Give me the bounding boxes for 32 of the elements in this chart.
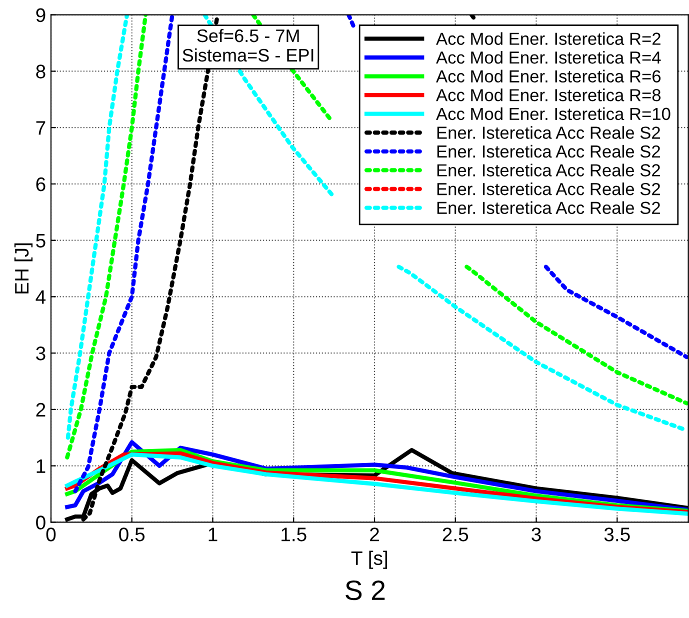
legend-label: Ener. Isteretica Acc Reale S2: [437, 182, 660, 196]
y-tick-label: 7: [36, 121, 46, 135]
y-tick-label: 5: [36, 234, 46, 248]
legend-label: Ener. Isteretica Acc Reale S2: [437, 164, 660, 176]
x-tick-label: 2.5: [442, 528, 468, 542]
legend-label: Acc Mod Ener. Isteretica R=10: [436, 107, 670, 120]
y-tick-label: 9: [36, 8, 46, 22]
y-tick-label: 0: [36, 516, 46, 530]
x-tick-label: 2: [370, 528, 379, 542]
y-tick-label: 2: [36, 402, 46, 417]
x-tick-label: 1: [208, 528, 218, 542]
x-tick-label: 3: [532, 528, 541, 542]
x-axis-title: T [s]: [351, 550, 387, 569]
x-tick-label: 0: [46, 528, 56, 542]
legend-label: Ener. Isteretica Acc Reale S2: [437, 126, 660, 139]
legend-label: Acc Mod Ener. Isteretica R=2: [436, 32, 660, 45]
legend-label: Acc Mod Ener. Isteretica R=6: [436, 70, 661, 83]
annotation: Sef=6.5 - 7M Sistema=S - EPI: [182, 28, 314, 62]
legend-label: Acc Mod Ener. Isteretica R=4: [436, 50, 661, 64]
y-tick-label: 4: [36, 290, 46, 304]
y-tick-label: 8: [36, 64, 46, 78]
legend-label: Ener. Isteretica Acc Reale S2: [437, 144, 660, 158]
y-axis-title: EH [J]: [14, 243, 33, 294]
x-tick-label: 1.5: [282, 528, 306, 542]
y-tick-label: 1: [36, 460, 46, 473]
legend-label: Acc Mod Ener. Isteretica R=8: [436, 88, 661, 102]
x-tick-label: 0.5: [119, 528, 145, 542]
legend-label: Ener. Isteretica Acc Reale S2: [437, 201, 660, 214]
y-tick-label: 6: [36, 177, 46, 192]
text: S 2: [346, 580, 385, 600]
y-tick-label: 3: [36, 346, 46, 360]
x-tick-label: 3.5: [604, 528, 630, 542]
